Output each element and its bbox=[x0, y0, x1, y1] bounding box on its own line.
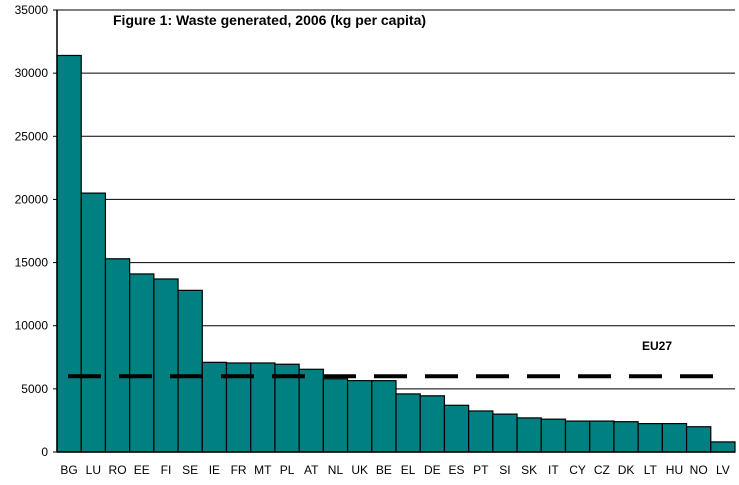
bar-el bbox=[395, 393, 421, 453]
bar-fi bbox=[153, 278, 179, 453]
bar-bg bbox=[56, 54, 82, 453]
x-tick-label-si: SI bbox=[499, 463, 510, 477]
x-tick-label-it: IT bbox=[548, 463, 559, 477]
bar-no bbox=[685, 426, 712, 453]
x-tick-label-es: ES bbox=[449, 463, 465, 477]
x-tick-label-de: DE bbox=[424, 463, 441, 477]
bar-es bbox=[443, 404, 470, 453]
x-tick-label-ie: IE bbox=[209, 463, 220, 477]
x-tick-label-ee: EE bbox=[134, 463, 150, 477]
y-tick-label: 10000 bbox=[15, 319, 49, 333]
x-tick-label-hu: HU bbox=[666, 463, 683, 477]
bars bbox=[56, 54, 736, 453]
y-tick-label: 35000 bbox=[15, 3, 49, 17]
x-tick-label-mt: MT bbox=[254, 463, 272, 477]
bar-dk bbox=[613, 421, 639, 453]
y-tick-label: 15000 bbox=[15, 256, 49, 270]
bar-ro bbox=[104, 258, 131, 453]
x-tick-label-fi: FI bbox=[161, 463, 172, 477]
x-tick-labels: BG LU RO EE FI SE IE FR MT PL AT NL UK BE EL DE ES PT SI SK… bbox=[60, 463, 729, 477]
y-tick-label: 20000 bbox=[15, 192, 49, 206]
bar-nl bbox=[322, 378, 349, 453]
x-tick-label-bg: BG bbox=[60, 463, 77, 477]
bar-lv bbox=[710, 441, 736, 453]
x-tick-label-be: BE bbox=[376, 463, 392, 477]
y-tick-label: 5000 bbox=[21, 382, 48, 396]
bar-uk bbox=[346, 380, 373, 453]
reference-line-group: EU27 bbox=[68, 339, 721, 379]
bar-pl bbox=[274, 363, 300, 453]
x-tick-label-pt: PT bbox=[473, 463, 489, 477]
y-tick-labels: 0 5000 10000 15000 20000 25000 30000 35000 bbox=[15, 3, 57, 459]
x-tick-label-pl: PL bbox=[280, 463, 295, 477]
bar-lt bbox=[637, 422, 663, 453]
x-tick-label-dk: DK bbox=[618, 463, 635, 477]
x-tick-label-el: EL bbox=[401, 463, 416, 477]
x-tick-label-no: NO bbox=[690, 463, 708, 477]
x-tick-label-fr: FR bbox=[231, 463, 247, 477]
x-tick-label-ro: RO bbox=[109, 463, 127, 477]
bar-mt bbox=[250, 362, 276, 453]
bar-pt bbox=[468, 410, 494, 453]
bar-hu bbox=[661, 422, 688, 453]
eu27-label: EU27 bbox=[642, 339, 672, 353]
bar-de bbox=[419, 395, 446, 453]
bar-ee bbox=[129, 273, 155, 453]
bar-cy bbox=[564, 420, 591, 453]
x-tick-label-lv: LV bbox=[716, 463, 730, 477]
chart-title: Figure 1: Waste generated, 2006 (kg per … bbox=[113, 12, 426, 28]
bar-it bbox=[540, 418, 567, 453]
x-tick-label-at: AT bbox=[304, 463, 319, 477]
y-tick-label: 30000 bbox=[15, 66, 49, 80]
x-tick-label-sk: SK bbox=[521, 463, 537, 477]
x-tick-label-uk: UK bbox=[351, 463, 368, 477]
x-tick-label-lt: LT bbox=[644, 463, 658, 477]
x-tick-label-cz: CZ bbox=[594, 463, 610, 477]
bar-se bbox=[177, 289, 203, 453]
bar-at bbox=[298, 368, 324, 453]
x-tick-label-cy: CY bbox=[569, 463, 586, 477]
bar-sk bbox=[516, 417, 542, 453]
x-tick-label-lu: LU bbox=[86, 463, 101, 477]
bar-be bbox=[371, 380, 397, 453]
axes bbox=[56, 10, 735, 453]
bar-lu bbox=[80, 192, 107, 453]
y-tick-label: 25000 bbox=[15, 129, 49, 143]
bar-cz bbox=[589, 420, 615, 453]
x-tick-label-se: SE bbox=[182, 463, 198, 477]
x-tick-label-nl: NL bbox=[328, 463, 344, 477]
y-tick-label: 0 bbox=[41, 445, 48, 459]
bar-si bbox=[492, 413, 518, 453]
